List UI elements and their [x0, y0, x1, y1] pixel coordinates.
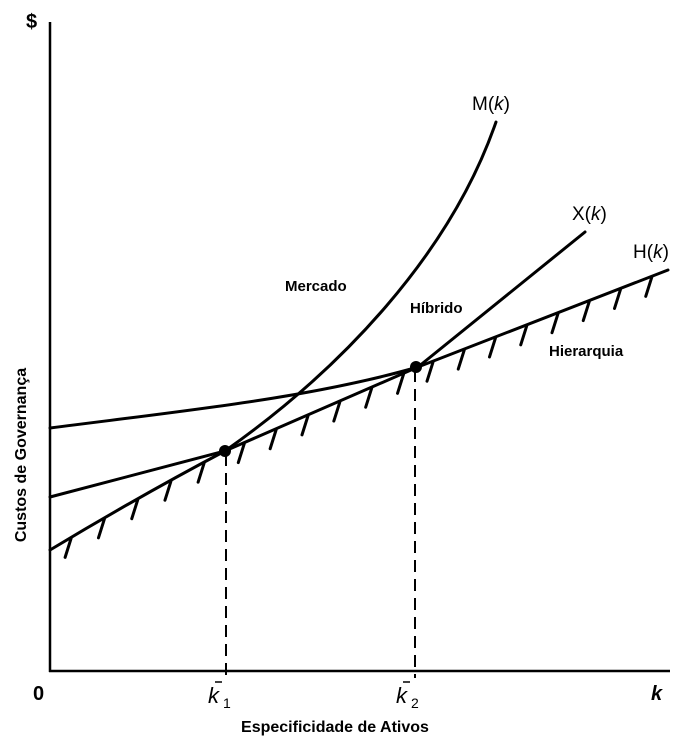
hatch-mark — [364, 386, 374, 409]
hybrid-curve — [48, 230, 587, 499]
hatch-mark — [163, 479, 173, 502]
hatch-mark — [63, 536, 73, 559]
y-axis-symbol: $ — [26, 11, 37, 33]
hatch-mark — [236, 442, 246, 465]
hatch-mark — [130, 498, 140, 521]
efficient-frontier-hatching — [63, 275, 654, 559]
hatch-mark — [332, 400, 342, 423]
k1-intersection-point — [219, 445, 231, 457]
hatch-mark — [96, 517, 106, 540]
hatch-mark — [488, 336, 497, 359]
hatch-mark — [613, 287, 622, 310]
k2-label: k — [396, 683, 408, 708]
hybrid-curve-name: X(k) — [572, 204, 607, 225]
market-curve — [48, 120, 498, 552]
k1-label: k — [208, 683, 220, 708]
hatch-mark — [196, 461, 206, 484]
hierarchy-curve-name: H(k) — [633, 242, 669, 263]
origin-label: 0 — [33, 683, 44, 705]
hatch-mark — [550, 312, 560, 335]
hatch-mark — [425, 360, 435, 383]
hatch-mark — [519, 324, 529, 347]
market-region-label: Mercado — [285, 278, 347, 295]
market-curve-name: M(k) — [472, 94, 510, 115]
hatch-mark — [300, 414, 310, 437]
k2-subscript: 2 — [411, 695, 419, 711]
hybrid-region-label: Híbrido — [410, 300, 463, 317]
y-axis-label: Custos de Governança — [13, 368, 30, 542]
k1-subscript: 1 — [223, 695, 231, 711]
hatch-mark — [644, 275, 654, 298]
hierarchy-region-label: Hierarquia — [549, 343, 624, 360]
hatch-mark — [396, 372, 406, 395]
hatch-mark — [268, 428, 278, 451]
hatch-mark — [456, 348, 466, 371]
x-axis-label: Especificidade de Ativos — [241, 719, 429, 736]
hierarchy-curve — [48, 268, 670, 430]
k2-intersection-point — [410, 361, 422, 373]
hatch-mark — [581, 300, 591, 323]
x-axis-symbol: k — [651, 683, 663, 705]
